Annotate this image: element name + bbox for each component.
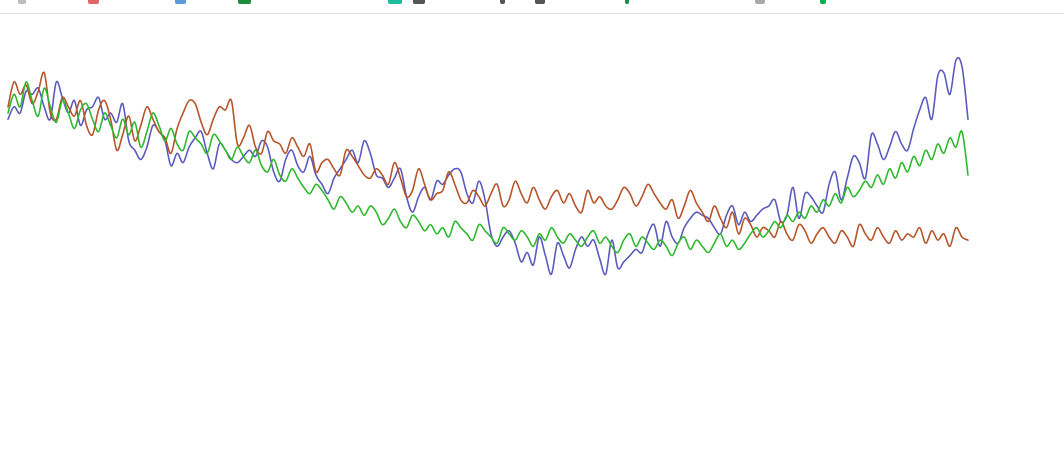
teal-app-icon[interactable]	[388, 0, 402, 4]
series-line-1	[7, 56, 969, 276]
slash-icon[interactable]	[500, 0, 505, 4]
green-pin-icon[interactable]	[820, 0, 826, 4]
series-line-2	[7, 71, 969, 248]
blue-tab-icon[interactable]	[175, 0, 186, 4]
dark-doc-icon[interactable]	[413, 0, 425, 4]
at-icon[interactable]	[535, 0, 545, 4]
gray-dots-icon[interactable]	[755, 0, 765, 4]
green-tab-icon[interactable]	[238, 0, 251, 4]
red-tab-icon[interactable]	[88, 0, 99, 4]
browser-toolbar	[0, 0, 1064, 14]
series-line-3	[7, 81, 969, 257]
overflow-icon[interactable]	[18, 0, 26, 4]
green-marker-icon[interactable]	[625, 0, 629, 4]
